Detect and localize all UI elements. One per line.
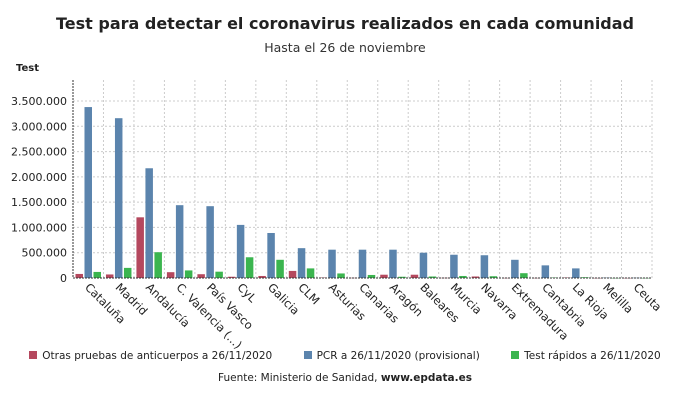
bar-2-5 [245,257,254,278]
x-tick-label: CyL [234,280,259,305]
bar-0-17 [593,277,602,279]
bar-1-10 [389,249,397,278]
legend-label: Otras pruebas de anticuerpos a 26/11/202… [42,350,273,362]
bar-1-16 [572,268,580,278]
y-tick-label: 0 [60,272,67,285]
bar-2-4 [215,271,223,278]
bar-1-11 [419,252,428,278]
bar-1-1 [114,118,123,279]
bar-2-6 [276,259,284,278]
bar-1-17 [602,277,611,279]
bar-0-10 [380,274,388,278]
bar-2-18 [642,277,650,279]
bar-0-13 [471,276,480,278]
legend: Otras pruebas de anticuerpos a 26/11/202… [0,350,690,362]
y-tick-label: 3.000.000 [11,120,67,133]
bar-2-1 [123,267,132,278]
bar-0-4 [197,274,205,278]
bar-1-4 [206,206,214,278]
y-tick-label: 2.000.000 [11,171,67,184]
bar-0-5 [227,276,236,278]
bar-2-2 [154,252,162,278]
bar-0-0 [75,273,83,278]
y-axis-label: Test [16,63,40,74]
legend-item-rapidos: Test rápidos a 26/11/2020 [511,350,661,362]
chart-subtitle: Hasta el 26 de noviembre [264,40,426,55]
bar-1-3 [175,205,184,278]
source-site: www.epdata.es [380,372,472,384]
y-tick-label: 2.500.000 [11,146,67,159]
bar-0-2 [136,217,144,278]
y-tick-label: 1.500.000 [11,196,67,209]
bar-1-18 [633,277,641,279]
bar-1-2 [145,168,153,278]
bar-2-17 [611,277,620,279]
y-tick-label: 3.500.000 [11,95,67,108]
bar-2-8 [337,273,345,278]
bar-2-0 [93,271,101,278]
bar-2-11 [428,276,437,278]
bar-1-9 [358,249,367,278]
legend-swatch [303,351,312,359]
bar-2-3 [184,270,193,278]
bar-0-18 [624,277,632,279]
bar-0-11 [410,274,419,278]
bar-1-14 [511,259,519,278]
legend-item-pcr: PCR a 26/11/2020 (provisional) [303,350,480,362]
x-tick-label: Galicia [265,280,302,317]
bar-2-12 [459,275,467,278]
bar-1-5 [236,224,245,278]
legend-swatch [511,351,520,359]
bar-0-7 [288,270,297,278]
legend-swatch [29,351,38,359]
x-tick-label: Ceuta [631,280,665,314]
bar-0-12 [441,277,449,279]
bar-1-8 [328,249,336,278]
x-tick-label: CLM [295,280,322,307]
bar-1-0 [84,107,92,278]
bar-1-15 [541,265,550,278]
bar-2-9 [367,274,376,278]
source-note: Fuente: Ministerio de Sanidad, www.epdat… [0,372,690,384]
bar-0-6 [258,275,266,278]
bar-2-14 [520,273,528,278]
bar-2-7 [306,268,315,278]
bar-0-3 [166,272,175,278]
bar-1-7 [297,248,306,278]
bar-1-6 [267,232,275,278]
legend-label: PCR a 26/11/2020 (provisional) [316,350,480,362]
legend-label: Test rápidos a 26/11/2020 [524,350,661,362]
bar-1-12 [450,254,458,278]
bar-2-13 [489,276,498,278]
y-tick-label: 500.000 [22,247,68,260]
chart-title: Test para detectar el coronavirus realiz… [55,14,634,33]
bar-chart: 0 500.000 1.000.000 1.500.000 2.000.000 2.500… [11,80,665,350]
bar-0-1 [105,274,114,278]
bar-1-13 [480,255,489,278]
source-prefix: Fuente: Ministerio de Sanidad, [218,372,381,384]
y-tick-label: 1.000.000 [11,221,67,234]
bar-2-10 [398,276,406,278]
legend-item-otras: Otras pruebas de anticuerpos a 26/11/202… [29,350,272,362]
